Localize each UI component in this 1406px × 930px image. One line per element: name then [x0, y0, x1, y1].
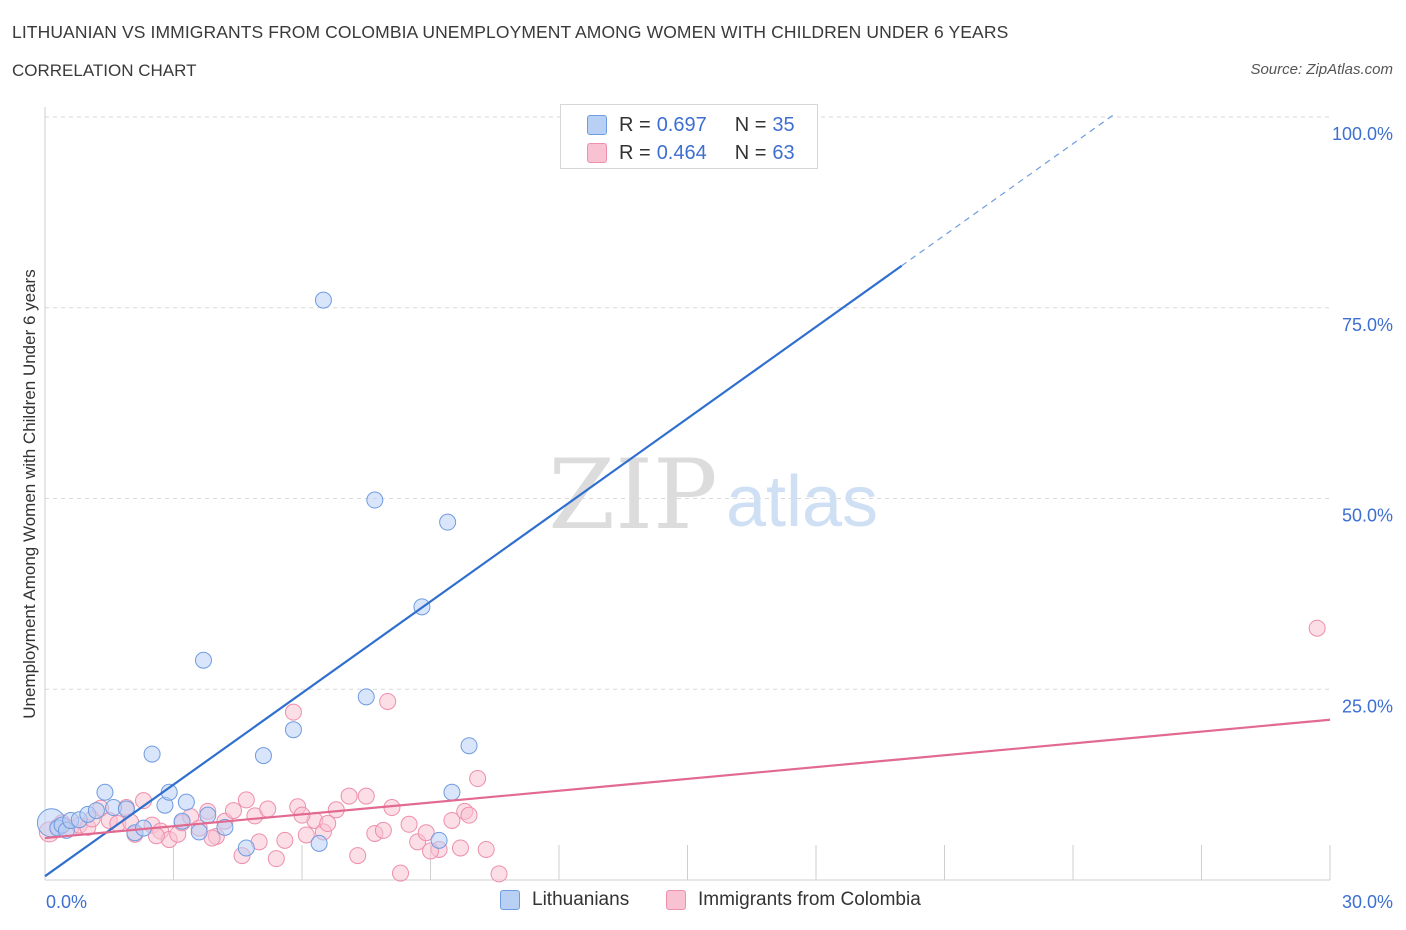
- legend-swatch-blue: [587, 115, 607, 135]
- lithuanian-point: [190, 823, 208, 841]
- lithuanian-point: [443, 783, 461, 801]
- colombia-point: [340, 787, 358, 805]
- legend-item-colombia: Immigrants from Colombia: [666, 889, 921, 911]
- colombia-point: [237, 791, 255, 809]
- watermark-zip: ZIP: [548, 439, 717, 551]
- trend-lines: [44, 112, 1331, 878]
- colombia-point: [1308, 619, 1326, 637]
- lithuanian-point: [96, 783, 114, 801]
- colombia-point: [259, 800, 277, 818]
- colombia-point: [297, 826, 315, 844]
- colombia-point: [276, 831, 294, 849]
- series-legend: Lithuanians Immigrants from Colombia: [0, 889, 1406, 915]
- legend-r-label: R =: [619, 113, 651, 136]
- chart-subtitle: CORRELATION CHART: [12, 61, 197, 80]
- colombia-point: [460, 806, 478, 824]
- lithuanians-trend-line: [44, 264, 903, 878]
- colombia-point: [451, 839, 469, 857]
- legend-swatch-pink: [587, 143, 607, 163]
- colombia-point: [417, 824, 435, 842]
- watermark-atlas: atlas: [726, 462, 878, 542]
- colombia-point: [224, 802, 242, 820]
- legend-row-lithuanians: R = 0.697 N = 35: [587, 112, 795, 138]
- colombia-point: [379, 692, 397, 710]
- y-tick-label: 75.0%: [1342, 315, 1393, 335]
- colombia-point: [267, 850, 285, 868]
- legend-r-label: R =: [619, 141, 651, 164]
- legend-row-colombia: R = 0.464 N = 63: [587, 140, 795, 166]
- lithuanian-point: [284, 721, 302, 739]
- watermark: ZIP atlas: [548, 439, 878, 551]
- colombia-point: [477, 840, 495, 858]
- lithuanian-point: [460, 737, 478, 755]
- legend-swatch-pink: [666, 890, 686, 910]
- colombia-point: [357, 787, 375, 805]
- y-tick-label: 50.0%: [1342, 506, 1393, 526]
- legend-n-value: 63: [772, 141, 795, 164]
- chart-title: LITHUANIAN VS IMMIGRANTS FROM COLOMBIA U…: [12, 22, 1009, 42]
- lithuanian-point: [143, 745, 161, 763]
- lithuanian-point: [314, 291, 332, 309]
- lithuanian-point: [254, 747, 272, 765]
- colombia-point: [469, 770, 487, 788]
- correlation-legend: R = 0.697 N = 35 R = 0.464 N = 63: [560, 104, 818, 169]
- series-colombia-points: [38, 619, 1326, 883]
- legend-swatch-blue: [500, 890, 520, 910]
- axes: [44, 107, 1331, 881]
- y-tick-label: 25.0%: [1342, 696, 1393, 716]
- lithuanian-point: [357, 688, 375, 706]
- y-tick-label: 100.0%: [1332, 124, 1393, 144]
- grid-lines: [45, 116, 1330, 690]
- tick-labels: 100.0% 75.0% 50.0% 25.0% 0.0% 30.0%: [46, 124, 1393, 912]
- lithuanian-point: [366, 491, 384, 509]
- lithuanian-point: [430, 831, 448, 849]
- colombia-point: [349, 847, 367, 865]
- legend-label-lithuanians: Lithuanians: [532, 889, 630, 910]
- legend-n-value: 35: [772, 113, 795, 136]
- lithuanian-point: [199, 806, 217, 824]
- legend-r-value: 0.464: [656, 141, 707, 164]
- x-tick-label: 30.0%: [1342, 892, 1393, 912]
- x-tick-label: 0.0%: [46, 892, 87, 912]
- colombia-point: [319, 815, 337, 833]
- legend-item-lithuanians: Lithuanians: [500, 889, 629, 911]
- lithuanian-point: [439, 513, 457, 531]
- lithuanian-point: [177, 793, 195, 811]
- colombia-point: [490, 865, 508, 883]
- lithuanians-trend-extension: [901, 112, 1117, 267]
- legend-label-colombia: Immigrants from Colombia: [698, 889, 921, 910]
- legend-r-value: 0.697: [656, 113, 707, 136]
- legend-n-label: N =: [734, 113, 767, 136]
- lithuanian-point: [194, 651, 212, 669]
- source-credit: Source: ZipAtlas.com: [1250, 61, 1393, 78]
- colombia-point: [374, 821, 392, 839]
- lithuanian-point: [87, 802, 105, 820]
- colombia-point: [400, 815, 418, 833]
- lithuanian-point: [237, 839, 255, 857]
- series-lithuanians-points: [36, 110, 765, 857]
- colombia-point: [284, 703, 302, 721]
- colombia-point: [443, 811, 461, 829]
- lithuanian-point: [216, 818, 234, 836]
- y-axis-label: Unemployment Among Women with Children U…: [20, 269, 39, 719]
- colombia-trend-line: [44, 718, 1331, 840]
- legend-n-label: N =: [734, 141, 767, 164]
- lithuanian-point: [310, 834, 328, 852]
- colombia-point: [392, 864, 410, 882]
